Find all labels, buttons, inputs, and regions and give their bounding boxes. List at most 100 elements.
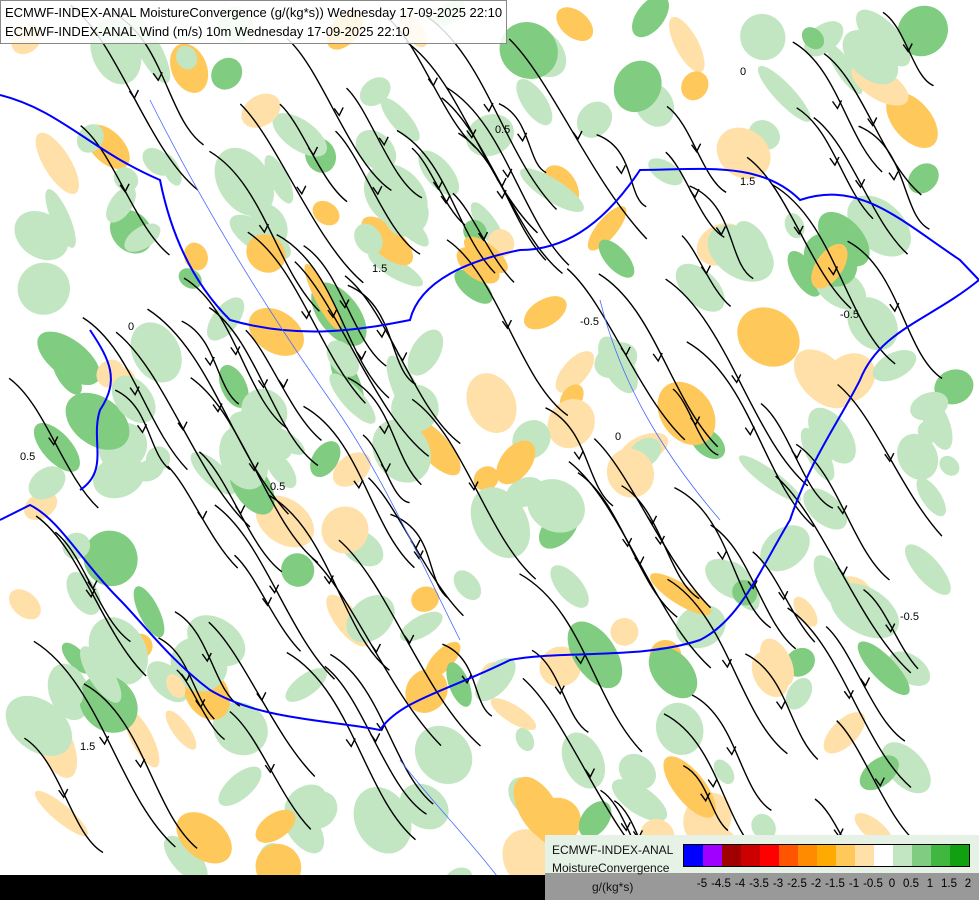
streamline-arrow (256, 691, 267, 702)
streamline (498, 103, 547, 174)
convergence-patch (183, 242, 208, 271)
convergence-patch (757, 65, 811, 122)
streamline (674, 486, 772, 629)
streamline (208, 621, 316, 777)
streamline-arrow (370, 732, 381, 743)
streamline-arrow (716, 550, 728, 561)
streamline-arrow (466, 129, 477, 139)
convergence-patch (241, 388, 288, 434)
streamline-arrow (889, 302, 900, 313)
streamline-arrow (307, 146, 319, 157)
streamline (411, 398, 537, 580)
convergence-patch (618, 753, 656, 790)
streamline-arrow (204, 356, 215, 367)
streamline-arrow (831, 100, 843, 110)
contour-label: 0.5 (270, 481, 285, 493)
convergence-patch (35, 132, 79, 194)
convergence-patch (411, 586, 439, 612)
streamline (346, 87, 423, 199)
convergence-patch (45, 189, 76, 248)
streamline-arrow (827, 266, 839, 276)
convergence-patch (859, 755, 899, 791)
streamline (390, 513, 449, 599)
colorbar-tick: -5 (696, 878, 708, 890)
convergence-patch (206, 297, 245, 341)
convergence-patch (663, 756, 716, 818)
streamline (847, 240, 943, 380)
streamline (303, 405, 415, 569)
streamline (744, 653, 819, 761)
streamline-arrow (726, 746, 737, 756)
contour-label: 0 (128, 321, 134, 333)
colorbar-swatch (703, 845, 722, 866)
convergence-patch (669, 16, 705, 73)
contour-label: 0 (740, 66, 746, 78)
convergence-patch (515, 727, 535, 752)
convergence-patch (707, 224, 774, 282)
streamline-arrow (496, 189, 507, 200)
streamline-arrow (404, 634, 415, 645)
convergence-patch (555, 351, 595, 393)
streamline (792, 41, 883, 173)
streamline (682, 764, 729, 832)
streamline-arrow (258, 223, 270, 234)
streamline-arrow (700, 792, 711, 803)
convergence-patch (881, 742, 931, 794)
streamline (362, 434, 410, 504)
convergence-patch (632, 0, 669, 38)
streamline-arrow (323, 575, 334, 585)
convergence-patch (872, 350, 917, 382)
contour-label: 0.5 (495, 124, 510, 136)
streamline-arrow (370, 643, 382, 654)
convergence-patch (613, 60, 662, 113)
streamline (229, 710, 312, 830)
streamline-arrow (129, 386, 140, 396)
colorbar-tick: 1.5 (941, 878, 957, 890)
streamline-arrow (230, 346, 241, 356)
colorbar-ticks: -5 -4.5 -4 -3.5 -3 -2.5 -2 -1.5 -1 -0.5 0 0.5 1 1.5 2 (683, 877, 971, 891)
convergence-patch (648, 158, 683, 186)
streamline-arrow (197, 510, 208, 521)
convergence-patch (785, 677, 813, 710)
colorbar-swatch (817, 845, 836, 866)
convergence-patch (255, 809, 296, 843)
convergence-patch (857, 641, 910, 696)
streamline (268, 494, 390, 671)
convergence-patch (248, 307, 304, 356)
streamline-arrow (376, 328, 387, 339)
convergence-patch (28, 466, 66, 500)
map-title: ECMWF-INDEX-ANAL MoistureConvergence (g/… (0, 0, 508, 44)
colorbar-tick: 0 (888, 878, 896, 890)
contour-label: 0.5 (20, 451, 35, 463)
streamline (115, 331, 251, 528)
streamline (446, 239, 569, 417)
convergence-patch (908, 163, 939, 194)
streamline-arrow (622, 537, 633, 548)
convergence-patch (5, 695, 73, 756)
convergence-patch (823, 712, 866, 754)
streamline-arrow (372, 185, 383, 196)
convergence-patch (751, 813, 776, 841)
convergence-patch (106, 186, 136, 223)
convergence-patch (264, 155, 294, 204)
streamline (710, 524, 797, 650)
streamline-arrow (58, 788, 69, 799)
contour-labels: 0 0.5 1.5 -0.5 0 0.5 1.5 -0.5 0 0.5 1.5 -0.5 (20, 66, 919, 753)
convergence-patch (456, 247, 500, 284)
convergence-patch (453, 570, 482, 601)
convergence-patch (80, 646, 122, 703)
convergence-patch (490, 698, 537, 731)
colorbar-swatch (893, 845, 912, 866)
colorbar (683, 844, 970, 867)
title-line-1: ECMWF-INDEX-ANAL MoistureConvergence (g/… (5, 5, 503, 20)
convergence-patch (218, 364, 249, 408)
streamline-arrow (707, 778, 718, 788)
streamline-arrow (829, 156, 840, 167)
convergence-patch (246, 234, 286, 273)
streamline-arrow (468, 481, 479, 491)
streamline (33, 640, 176, 848)
streamline (286, 651, 416, 841)
streamline (771, 183, 896, 365)
convergence-patch (830, 583, 899, 639)
